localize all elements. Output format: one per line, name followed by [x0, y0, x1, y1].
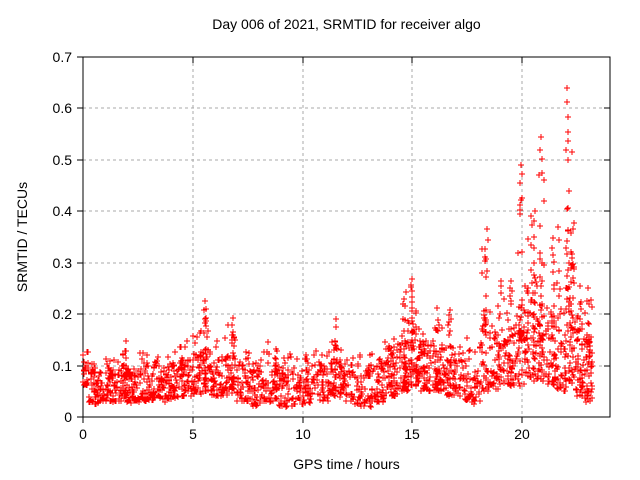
grid-lines — [83, 57, 610, 417]
x-tick-label: 15 — [404, 426, 420, 442]
x-tick-label: 10 — [295, 426, 311, 442]
y-tick-label: 0.3 — [52, 255, 72, 271]
y-tick-label: 0 — [64, 409, 72, 425]
tick-marks — [77, 56, 610, 423]
y-tick-label: 0.1 — [52, 358, 72, 374]
x-tick-label: 0 — [79, 426, 87, 442]
y-tick-label: 0.7 — [52, 49, 72, 65]
y-tick-label: 0.4 — [52, 203, 72, 219]
x-tick-label: 20 — [514, 426, 530, 442]
data-point-markers — [80, 85, 595, 410]
y-tick-label: 0.5 — [52, 152, 72, 168]
chart-title: Day 006 of 2021, SRMTID for receiver alg… — [212, 16, 481, 32]
y-tick-label: 0.2 — [52, 306, 72, 322]
plot-border — [82, 56, 611, 418]
x-axis-label: GPS time / hours — [293, 456, 400, 472]
x-tick-label: 5 — [189, 426, 197, 442]
y-tick-label: 0.6 — [52, 100, 72, 116]
